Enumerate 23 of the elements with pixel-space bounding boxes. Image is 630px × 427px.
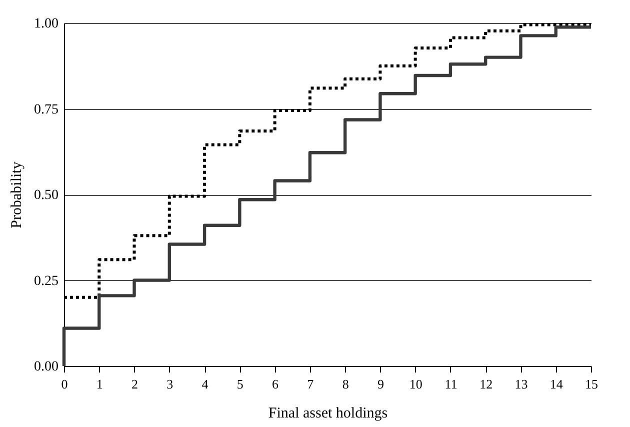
- x-tick-label: 5: [236, 376, 244, 392]
- x-tick-label: 4: [202, 376, 209, 392]
- x-tick-label: 15: [585, 376, 598, 392]
- x-tick-label: 10: [409, 376, 422, 392]
- x-tick-label: 11: [444, 376, 458, 392]
- x-tick-label: 1: [96, 376, 103, 392]
- x-tick-label: 12: [480, 376, 493, 392]
- x-tick-label: 7: [307, 376, 314, 392]
- y-tick-label: 0.00: [34, 360, 58, 374]
- x-tick-label: 6: [272, 376, 280, 392]
- x-tick-label: 8: [342, 376, 349, 392]
- y-tick-label: 0.50: [34, 188, 58, 203]
- x-tick-label: 0: [61, 376, 68, 392]
- y-tick-label: 1.00: [34, 16, 58, 32]
- y-axis-title: Probability: [9, 161, 25, 228]
- y-tick-label: 0.25: [34, 274, 58, 289]
- x-tick-label: 2: [132, 376, 138, 392]
- x-tick-label: 9: [377, 376, 384, 392]
- x-tick-label: 3: [166, 376, 174, 392]
- x-tick-label: 13: [514, 376, 528, 392]
- x-axis-title: Final asset holdings: [268, 406, 388, 422]
- x-tick-label: 14: [550, 376, 564, 392]
- y-tick-label: 0.75: [34, 102, 58, 118]
